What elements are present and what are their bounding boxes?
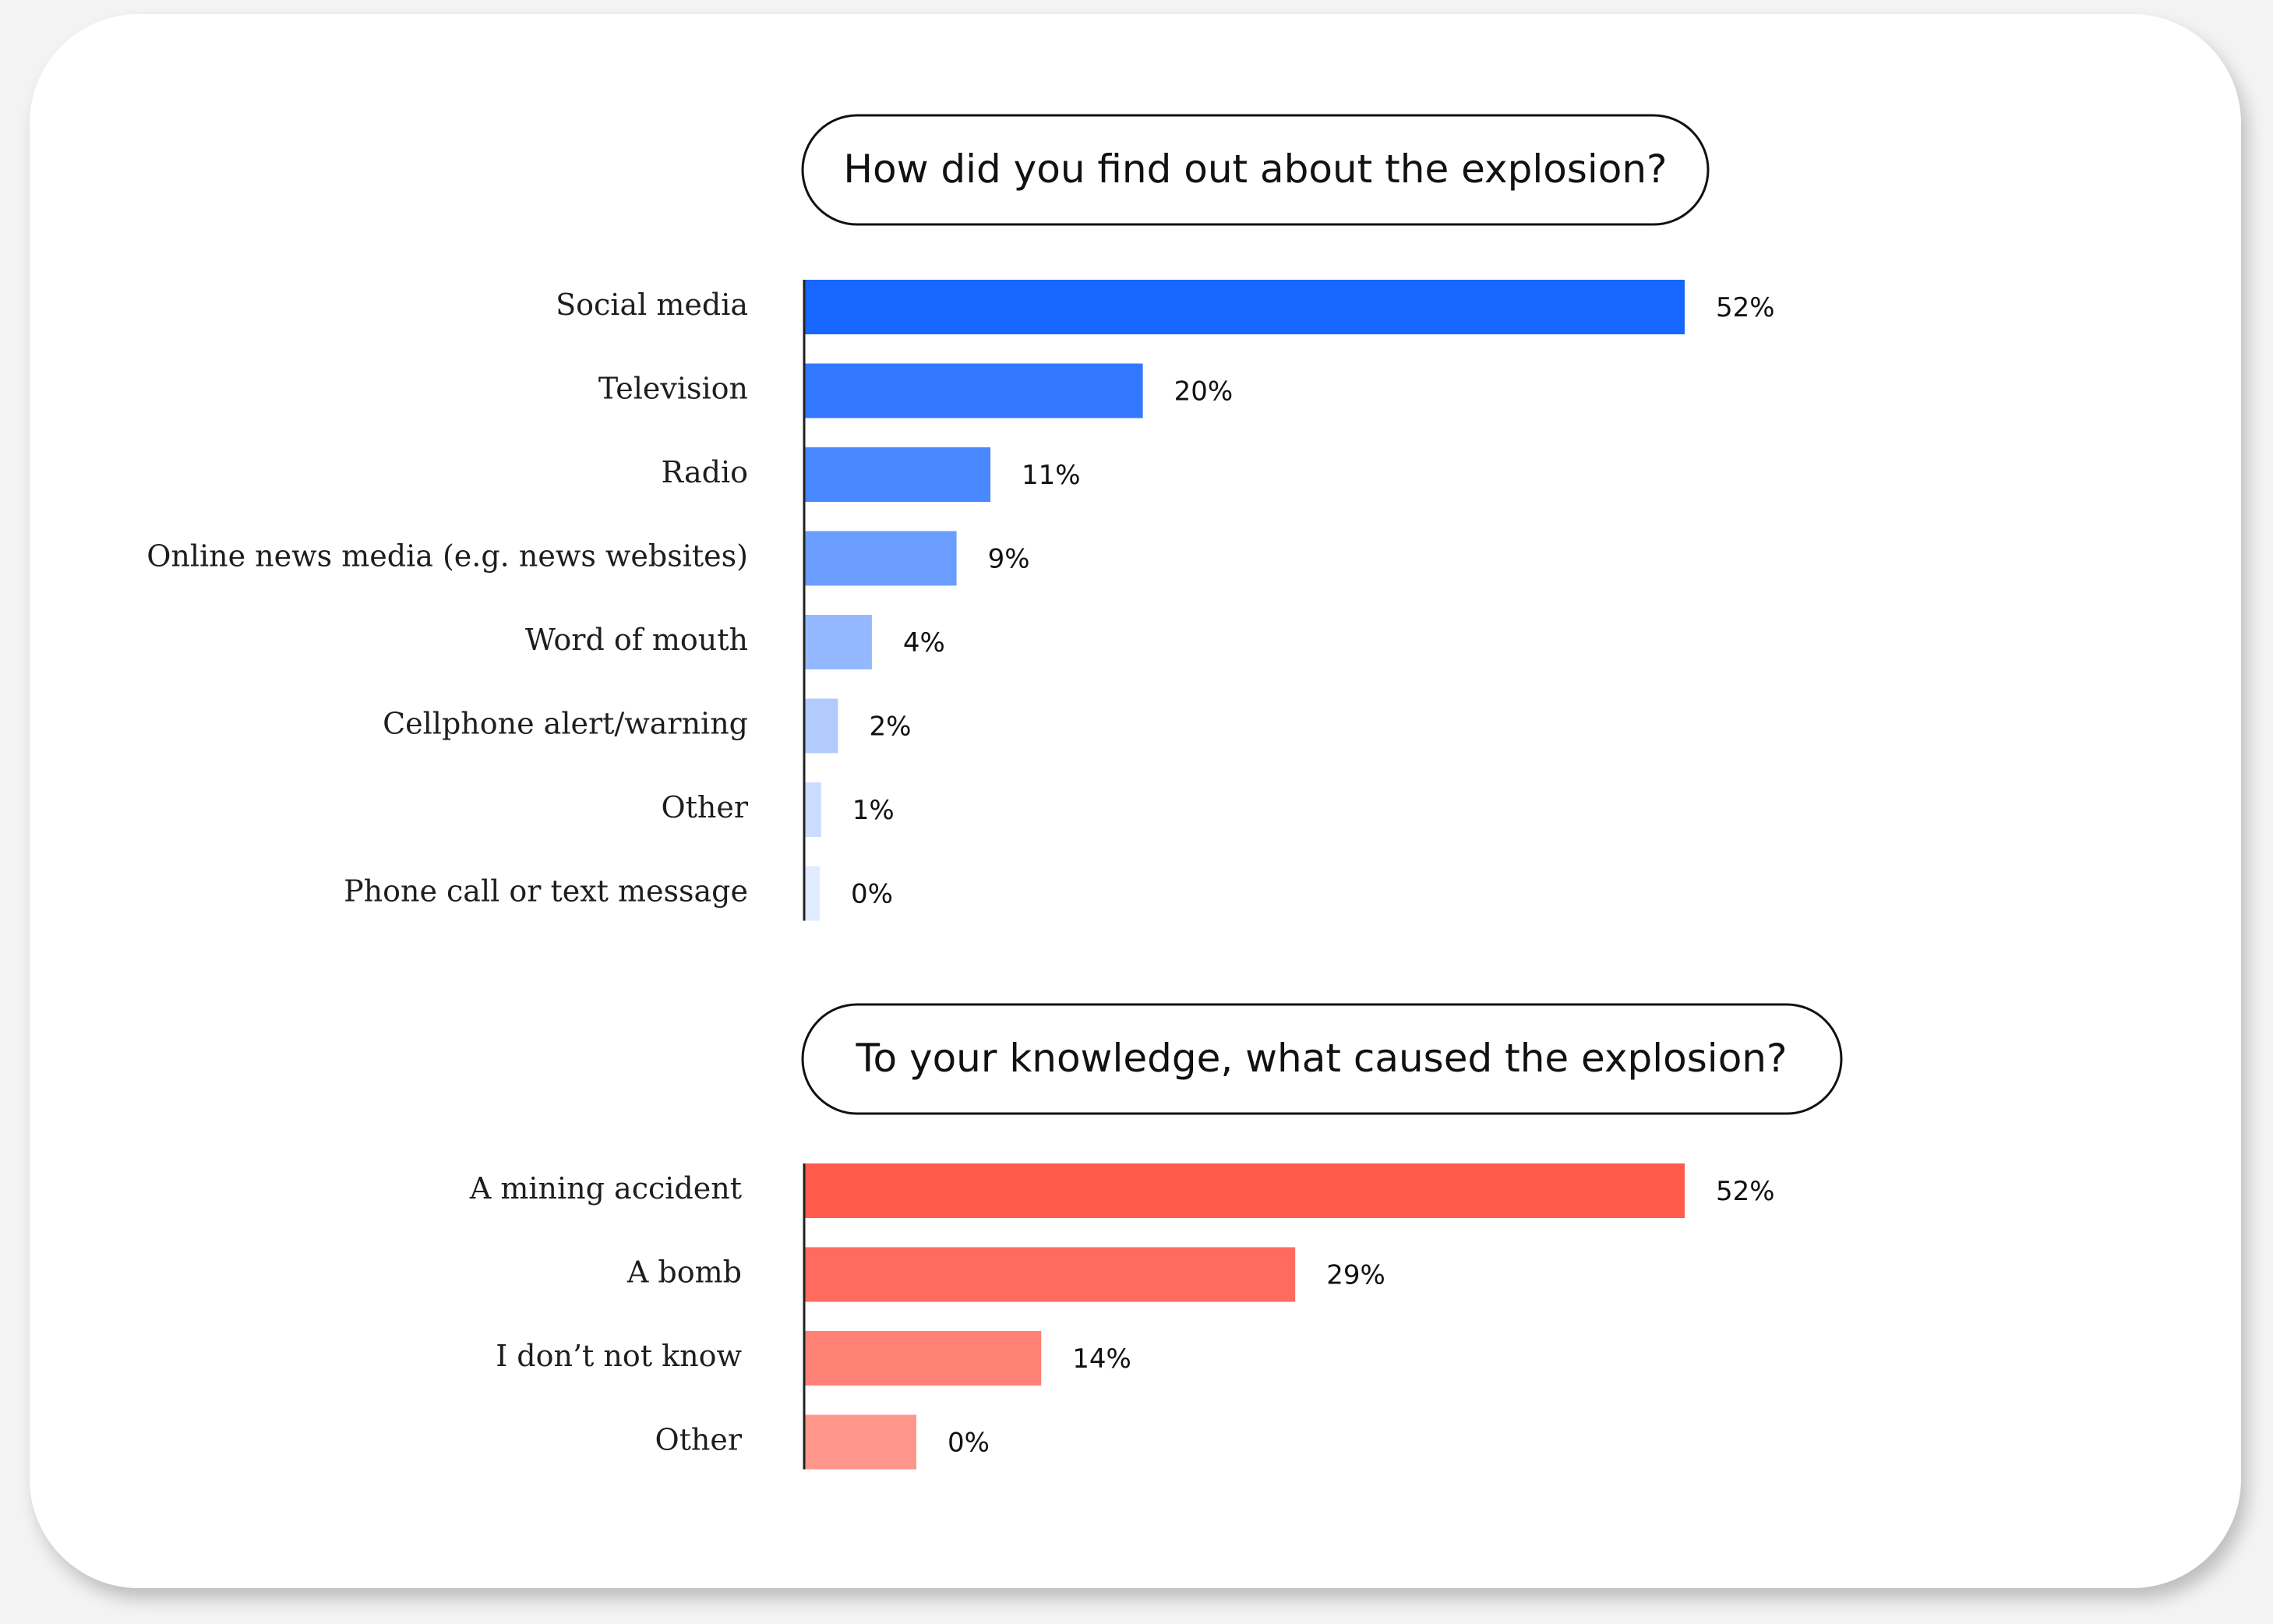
category-label-2-3: I don’t not know [496,1339,742,1373]
category-label-1-3: Radio [662,455,749,489]
chart-1-title-group: How did you find out about the explosion… [801,114,1710,226]
bar-1-7 [804,782,821,837]
bar-1-1 [804,280,1685,334]
bar-1-8 [804,866,820,921]
value-label-2-2: 29% [1326,1260,1385,1291]
bar-1-3 [804,447,991,502]
category-label-1-5: Word of mouth [525,623,748,657]
chart-1-bars: Social media 52% Television 20% Radio 11% Onli… [146,280,1775,921]
chart-1-title: How did you find out about the explosion… [843,147,1667,192]
bar-2-4 [804,1414,916,1470]
value-label-1-2: 20% [1174,376,1234,408]
chart-2-title-pill [801,1003,1843,1115]
category-label-1-4: Online news media (e.g. news websites) [146,539,748,574]
value-label-1-1: 52% [1716,292,1775,323]
chart-1-title-pill [801,114,1710,226]
category-label-2-2: A bomb [626,1255,742,1290]
bar-1-6 [804,698,838,754]
category-label-1-7: Other [661,790,748,824]
bar-1-5 [804,615,872,669]
value-label-2-4: 0% [948,1428,990,1459]
bar-2-3 [804,1331,1042,1386]
category-label-1-6: Cellphone alert/warning [383,707,748,741]
category-label-1-8: Phone call or text message [344,874,748,909]
bar-2-2 [804,1247,1296,1302]
bar-2-1 [804,1163,1685,1218]
value-label-1-7: 1% [852,795,895,826]
category-label-1-1: Social media [556,288,748,322]
chart-2-title: To your knowledge, what caused the explo… [855,1036,1787,1081]
bar-1-2 [804,363,1143,418]
chart-card [30,14,2241,1588]
chart-2-bars: A mining accident 52% A bomb 29% I don’t not… [469,1163,1775,1470]
value-label-1-3: 11% [1022,460,1081,491]
value-label-1-8: 0% [851,879,893,910]
value-label-1-4: 9% [988,544,1030,575]
chart-2-title-group: To your knowledge, what caused the explo… [801,1003,1843,1115]
bar-1-4 [804,531,957,586]
value-label-1-6: 2% [869,711,911,743]
value-label-1-5: 4% [903,627,945,658]
category-label-2-1: A mining accident [469,1171,742,1206]
category-label-1-2: Television [598,372,748,406]
category-label-2-4: Other [655,1423,742,1457]
value-label-2-3: 14% [1072,1343,1131,1375]
value-label-2-1: 52% [1716,1176,1775,1207]
